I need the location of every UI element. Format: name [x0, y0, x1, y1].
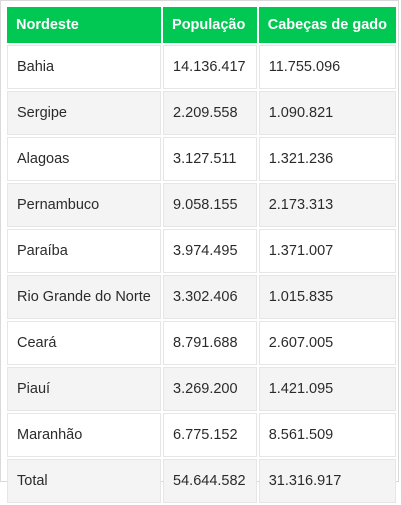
table-row: Piauí 3.269.200 1.421.095	[7, 367, 396, 411]
cell-state: Paraíba	[7, 229, 162, 273]
cell-state: Ceará	[7, 321, 162, 365]
cell-population: 3.302.406	[163, 275, 257, 319]
table-row-total: Total 54.644.582 31.316.917	[7, 459, 396, 503]
cell-population: 9.058.155	[163, 183, 257, 227]
cell-population: 3.269.200	[163, 367, 257, 411]
table-row: Ceará 8.791.688 2.607.005	[7, 321, 396, 365]
cell-cattle: 8.561.509	[258, 413, 396, 457]
cell-cattle: 2.607.005	[258, 321, 396, 365]
table-row: Alagoas 3.127.511 1.321.236	[7, 137, 396, 181]
cell-state: Rio Grande do Norte	[7, 275, 162, 319]
table-row: Pernambuco 9.058.155 2.173.313	[7, 183, 396, 227]
table-header-row: Nordeste População Cabeças de gado	[7, 7, 396, 43]
cell-cattle: 11.755.096	[258, 45, 396, 89]
table-row: Maranhão 6.775.152 8.561.509	[7, 413, 396, 457]
column-header-nordeste: Nordeste	[7, 7, 162, 43]
cell-population: 2.209.558	[163, 91, 257, 135]
cell-cattle: 2.173.313	[258, 183, 396, 227]
table-row: Rio Grande do Norte 3.302.406 1.015.835	[7, 275, 396, 319]
cell-total-cattle: 31.316.917	[258, 459, 396, 503]
cell-state: Bahia	[7, 45, 162, 89]
table-row: Paraíba 3.974.495 1.371.007	[7, 229, 396, 273]
table-row: Bahia 14.136.417 11.755.096	[7, 45, 396, 89]
cell-cattle: 1.321.236	[258, 137, 396, 181]
cell-state: Sergipe	[7, 91, 162, 135]
cell-state: Maranhão	[7, 413, 162, 457]
cell-cattle: 1.015.835	[258, 275, 396, 319]
cell-population: 3.974.495	[163, 229, 257, 273]
column-header-populacao: População	[163, 7, 257, 43]
data-table: Nordeste População Cabeças de gado Bahia…	[5, 5, 398, 505]
cell-population: 14.136.417	[163, 45, 257, 89]
cell-population: 3.127.511	[163, 137, 257, 181]
cell-total-population: 54.644.582	[163, 459, 257, 503]
cell-state: Alagoas	[7, 137, 162, 181]
cell-state: Piauí	[7, 367, 162, 411]
cell-population: 8.791.688	[163, 321, 257, 365]
table-row: Sergipe 2.209.558 1.090.821	[7, 91, 396, 135]
column-header-cabecas-de-gado: Cabeças de gado	[258, 7, 396, 43]
cell-state: Pernambuco	[7, 183, 162, 227]
cell-cattle: 1.421.095	[258, 367, 396, 411]
cell-total-label: Total	[7, 459, 162, 503]
cell-population: 6.775.152	[163, 413, 257, 457]
cell-cattle: 1.090.821	[258, 91, 396, 135]
cell-cattle: 1.371.007	[258, 229, 396, 273]
